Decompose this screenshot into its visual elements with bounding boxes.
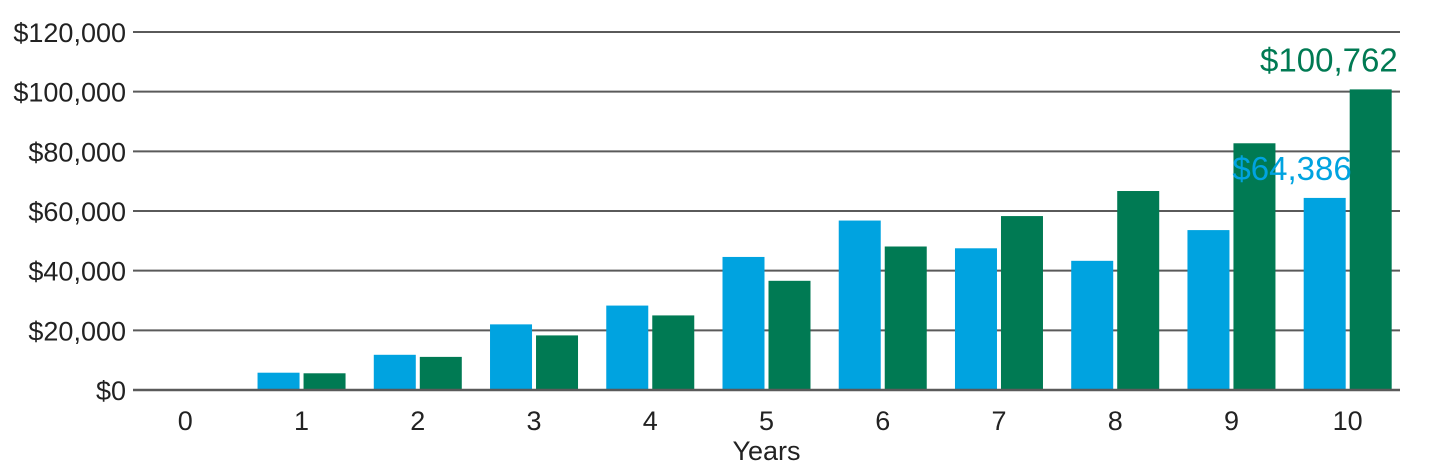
- bar-series1-year-6: [838, 220, 881, 390]
- y-tick-label: $80,000: [28, 137, 126, 167]
- x-axis-tick-labels: 0 1 2 3 4 5 6 7 8 9 10: [178, 406, 1363, 436]
- bar-series1-year-4: [606, 305, 649, 390]
- bar-series1-year-2: [373, 354, 416, 390]
- x-tick-label: 7: [991, 406, 1006, 436]
- x-tick-label: 8: [1108, 406, 1123, 436]
- bar-series1-year-1: [257, 372, 300, 390]
- bar-series1-year-5: [722, 256, 765, 390]
- bar-series1-year-10: [1303, 197, 1346, 390]
- bar-series2-year-4: [652, 315, 695, 390]
- x-tick-label: 6: [875, 406, 890, 436]
- bar-series1-year-8: [1071, 260, 1114, 390]
- bar-series1-year-9: [1187, 230, 1230, 390]
- bar-series2-year-10: [1349, 89, 1392, 390]
- bar-series1-year-7: [954, 248, 997, 390]
- bar-series2-year-2: [419, 356, 462, 390]
- bar-series2-year-6: [884, 246, 927, 390]
- data-label-series1: $64,386: [1232, 150, 1351, 187]
- y-tick-label: $100,000: [13, 78, 126, 108]
- y-tick-label: $20,000: [28, 316, 126, 346]
- x-tick-label: 4: [643, 406, 658, 436]
- x-tick-label: 0: [178, 406, 193, 436]
- x-tick-label: 10: [1333, 406, 1363, 436]
- data-label-series2: $100,762: [1260, 41, 1398, 78]
- bar-series1-year-3: [490, 324, 533, 390]
- x-tick-label: 3: [527, 406, 542, 436]
- x-axis-label: Years: [732, 436, 800, 466]
- bar-series2-year-5: [768, 280, 811, 390]
- y-tick-label: $60,000: [28, 197, 126, 227]
- x-tick-label: 9: [1224, 406, 1239, 436]
- y-tick-label: $120,000: [13, 18, 126, 48]
- bar-series2-year-9: [1233, 143, 1276, 390]
- bar-series2-year-3: [536, 335, 579, 390]
- y-tick-label: $40,000: [28, 257, 126, 287]
- bar-series2-year-8: [1117, 191, 1160, 390]
- y-axis-tick-labels: $0 $20,000 $40,000 $60,000 $80,000 $100,000 $1…: [13, 18, 126, 406]
- bar-series2-year-1: [303, 373, 346, 390]
- data-labels: $64,386 $100,762: [1232, 41, 1397, 187]
- x-tick-label: 5: [759, 406, 774, 436]
- bar-series2-year-7: [1000, 216, 1043, 390]
- x-tick-label: 2: [410, 406, 425, 436]
- y-tick-label: $0: [96, 376, 126, 406]
- x-tick-label: 1: [294, 406, 309, 436]
- bars: [257, 89, 1392, 390]
